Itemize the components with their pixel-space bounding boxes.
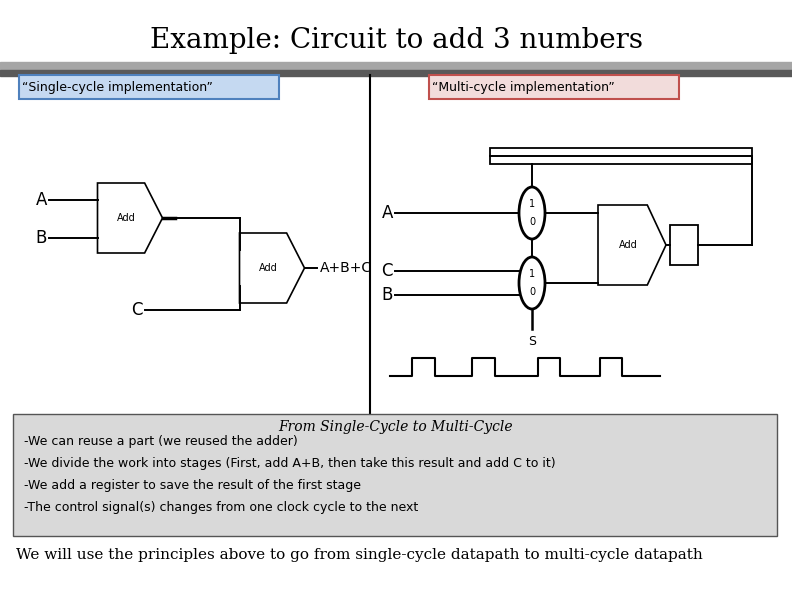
- Text: We will use the principles above to go from single-cycle datapath to multi-cycle: We will use the principles above to go f…: [16, 548, 703, 562]
- Text: Add: Add: [116, 213, 135, 223]
- Text: Add: Add: [259, 263, 277, 273]
- Bar: [0, 70, 792, 76]
- FancyBboxPatch shape: [429, 75, 679, 99]
- Bar: [0, 62, 792, 70]
- Text: -We can reuse a part (we reused the adder): -We can reuse a part (we reused the adde…: [24, 435, 298, 447]
- Text: S: S: [528, 335, 536, 348]
- Text: -We add a register to save the result of the first stage: -We add a register to save the result of…: [24, 479, 361, 491]
- FancyBboxPatch shape: [13, 414, 777, 536]
- Text: B: B: [382, 286, 393, 304]
- Text: A: A: [382, 204, 393, 222]
- Text: -We divide the work into stages (First, add A+B, then take this result and add C: -We divide the work into stages (First, …: [24, 457, 556, 469]
- Text: “Multi-cycle implementation”: “Multi-cycle implementation”: [432, 81, 615, 94]
- Text: A: A: [36, 191, 47, 209]
- Polygon shape: [239, 233, 304, 303]
- Bar: [490, 148, 752, 164]
- Text: “Single-cycle implementation”: “Single-cycle implementation”: [22, 81, 213, 94]
- Text: C: C: [382, 262, 393, 280]
- Text: -The control signal(s) changes from one clock cycle to the next: -The control signal(s) changes from one …: [24, 501, 418, 513]
- Ellipse shape: [519, 187, 545, 239]
- Polygon shape: [97, 183, 162, 253]
- Bar: [670, 225, 698, 265]
- Text: Add: Add: [619, 240, 638, 250]
- Text: From Single-Cycle to Multi-Cycle: From Single-Cycle to Multi-Cycle: [279, 420, 513, 434]
- Ellipse shape: [519, 257, 545, 309]
- Text: 1: 1: [529, 199, 535, 209]
- Text: 0: 0: [529, 287, 535, 297]
- Text: 0: 0: [529, 217, 535, 227]
- FancyBboxPatch shape: [19, 75, 279, 99]
- Text: B: B: [36, 229, 47, 247]
- Text: A+B+C: A+B+C: [319, 261, 371, 275]
- Text: 1: 1: [529, 269, 535, 279]
- Text: C: C: [131, 301, 143, 319]
- Text: Example: Circuit to add 3 numbers: Example: Circuit to add 3 numbers: [150, 26, 642, 53]
- Polygon shape: [598, 205, 666, 285]
